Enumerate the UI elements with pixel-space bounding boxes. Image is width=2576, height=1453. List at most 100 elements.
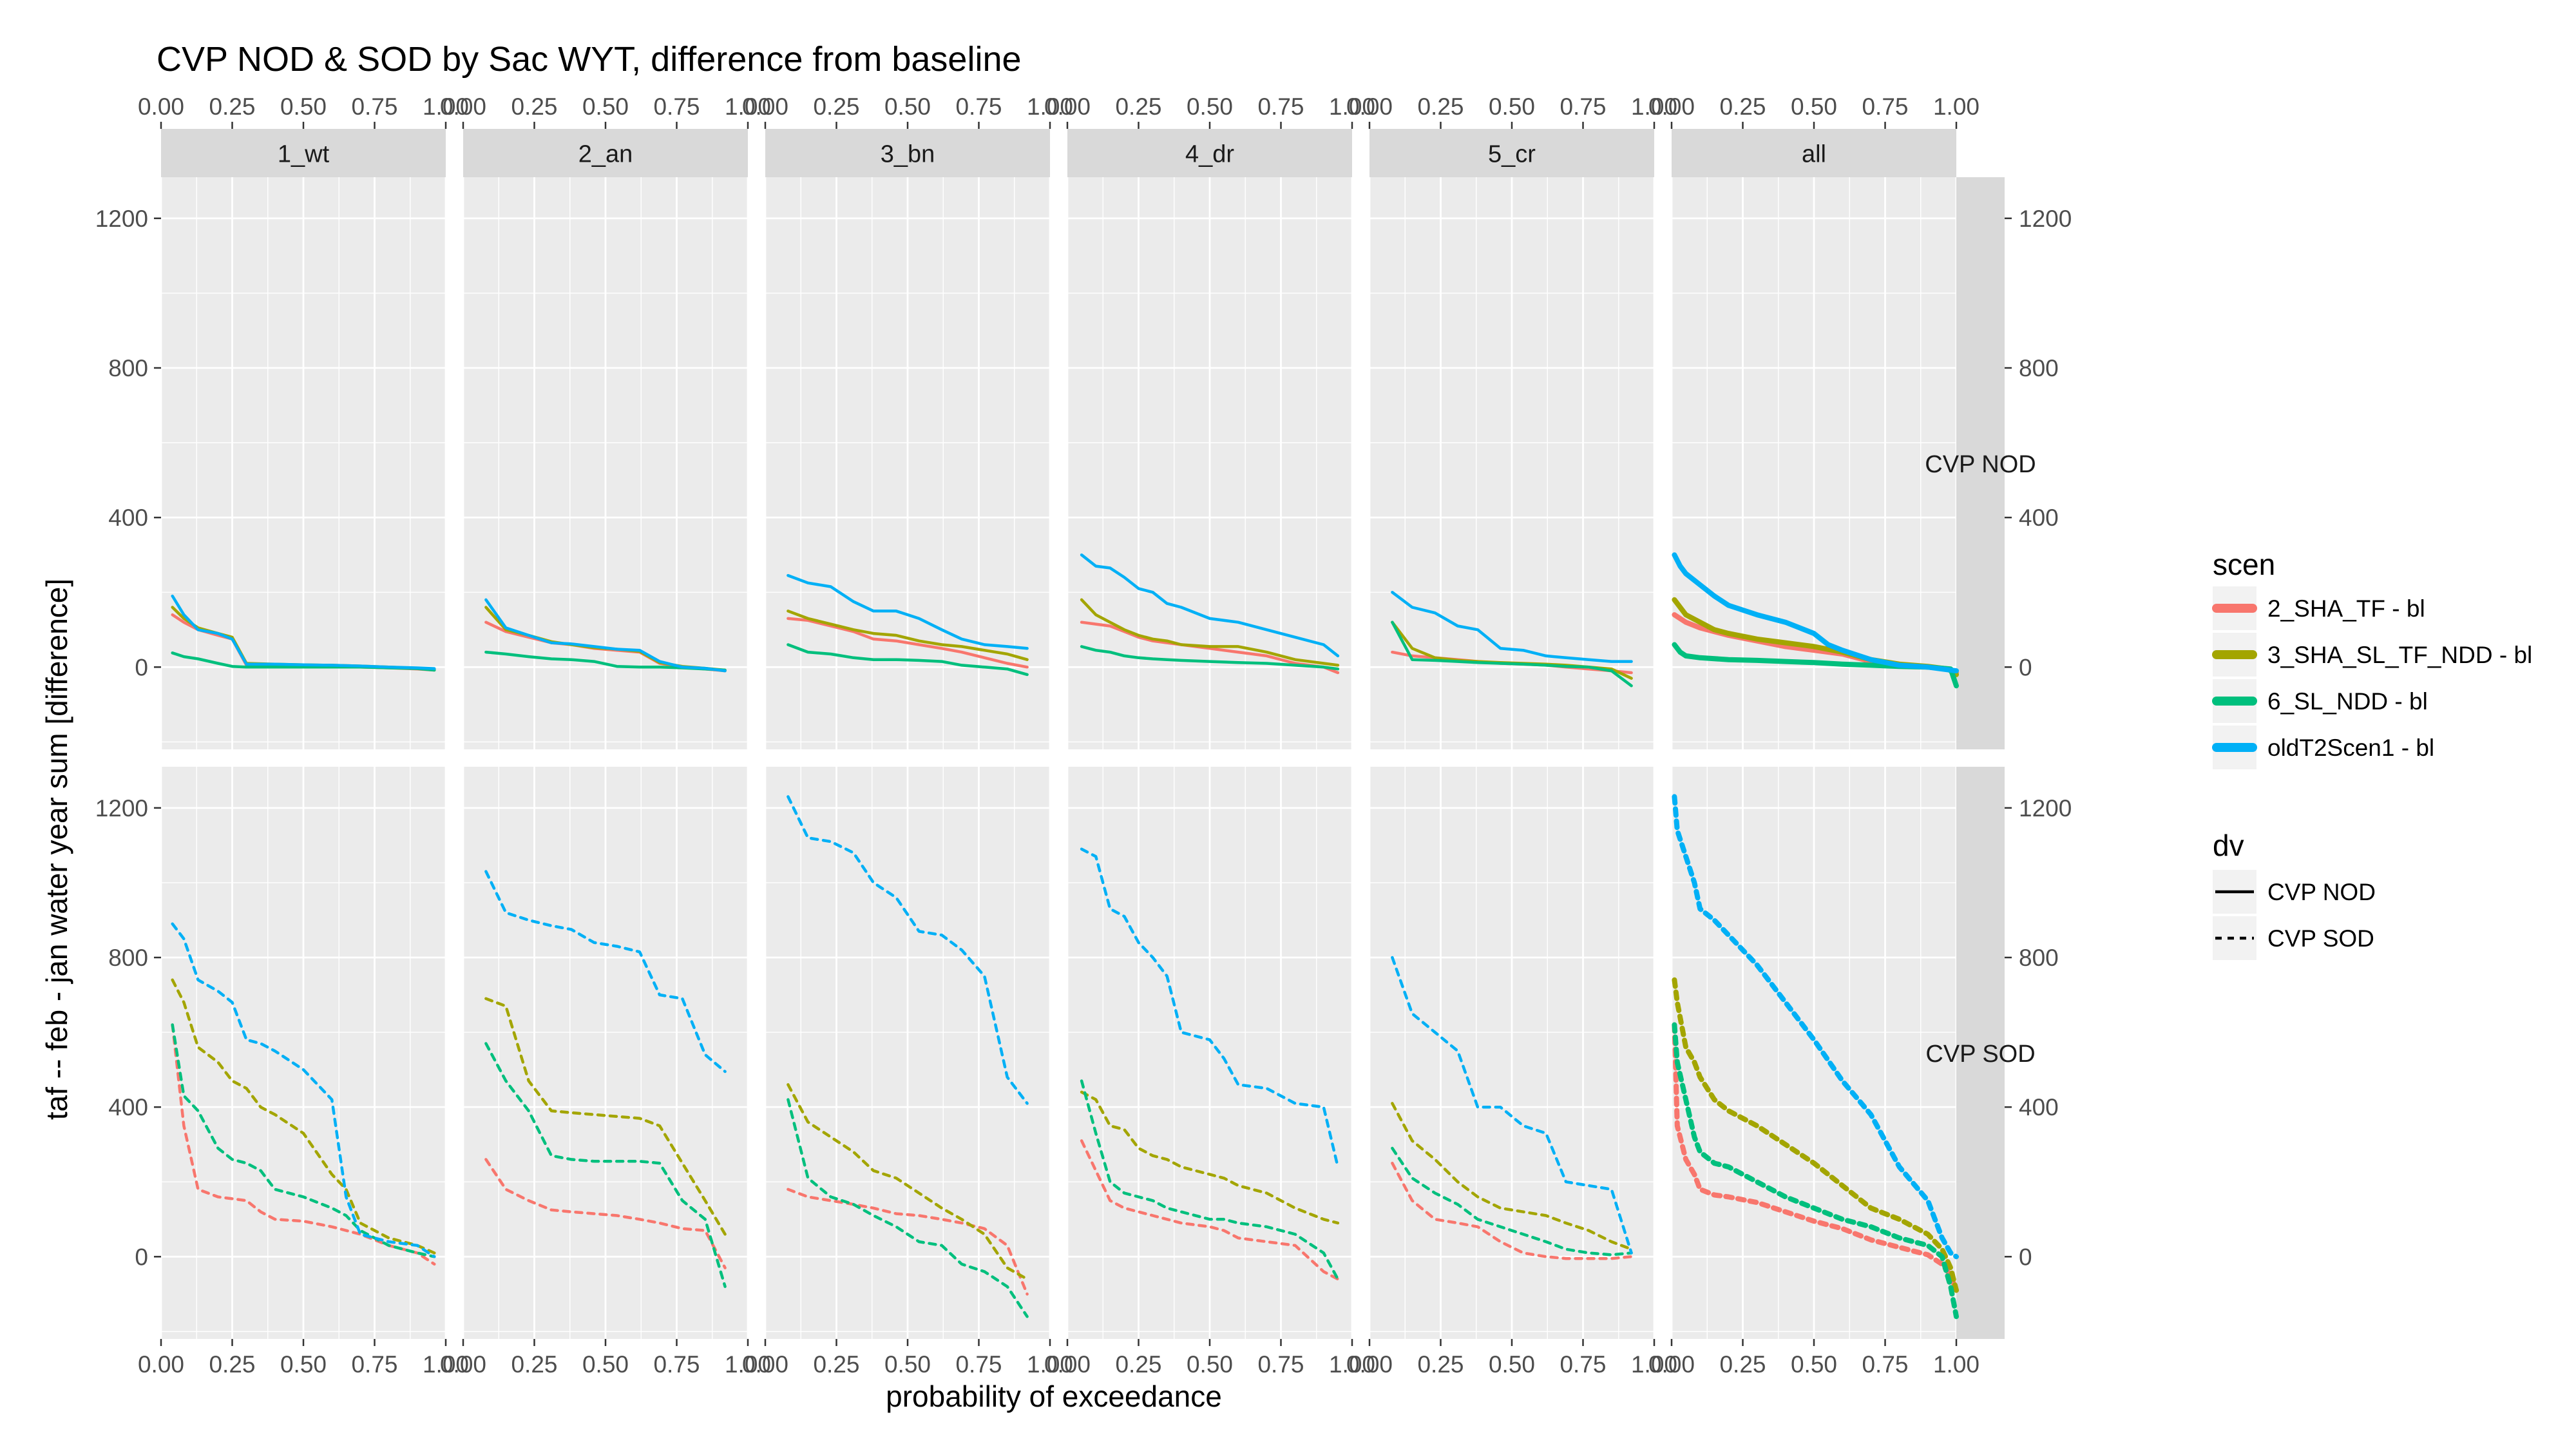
- y-tick-label-left: 400: [108, 1094, 148, 1121]
- series-line-oldt2scen1-bl-5-cr-cvp-nod: [1391, 590, 1633, 663]
- x-tick-label-bottom: 1.00: [1329, 1351, 1375, 1378]
- series-line-oldt2scen1-bl-3-bn-cvp-sod: [787, 795, 1029, 1105]
- strip-label-4-dr: 4_dr: [1185, 141, 1234, 168]
- x-tick-label-top: 0.25: [209, 93, 255, 120]
- x-tick-label-bottom: 0.00: [1648, 1351, 1695, 1378]
- x-tick-label-bottom: 0.00: [1044, 1351, 1091, 1378]
- x-tick-label-top: 0.00: [138, 93, 184, 120]
- panel-2-an-cvp-nod: [462, 177, 749, 749]
- series-line-2-sha-tf-bl-5-cr-cvp-sod: [1391, 1161, 1633, 1260]
- x-tick-label-bottom: 0.75: [1560, 1351, 1606, 1378]
- legend-label-oldt2scen1-bl: oldT2Scen1 - bl: [2267, 735, 2434, 761]
- strip-1-wt: [161, 129, 446, 177]
- series-line-2-sha-tf-bl-3-bn-cvp-nod: [787, 617, 1029, 669]
- chart-title: CVP NOD & SOD by Sac WYT, difference fro…: [157, 40, 1022, 79]
- strip-2-an: [463, 129, 748, 177]
- panel-all-cvp-nod: [1670, 177, 1958, 749]
- y-tick-label-right: 1200: [2019, 795, 2072, 822]
- y-tick-label-right: 400: [2019, 505, 2059, 531]
- x-tick-label-bottom: 0.75: [1257, 1351, 1304, 1378]
- x-tick-label-bottom: 1.00: [1631, 1351, 1677, 1378]
- y-tick-label-right: 800: [2019, 945, 2059, 971]
- x-tick-label-top: 0.50: [1187, 93, 1233, 120]
- x-tick-label-top: 1.00: [1933, 93, 1980, 120]
- x-tick-label-top: 0.00: [440, 93, 486, 120]
- legend-title-dv: dv: [2213, 829, 2244, 862]
- y-tick-label-right: 400: [2019, 1094, 2059, 1121]
- panel-5-cr-cvp-sod: [1368, 767, 1655, 1339]
- series-line-oldt2scen1-bl-all-cvp-sod: [1672, 794, 1959, 1260]
- x-axis-title: probability of exceedance: [886, 1380, 1222, 1413]
- x-tick-label-top: 1.00: [423, 93, 469, 120]
- legend-label-2-sha-tf-bl: 2_SHA_TF - bl: [2267, 595, 2425, 622]
- x-tick-label-top: 0.50: [1489, 93, 1535, 120]
- y-axis-title: taf -- feb - jan water year sum [differe…: [40, 579, 73, 1120]
- strip-label-3-bn: 3_bn: [881, 141, 935, 168]
- x-tick-label-bottom: 0.50: [1187, 1351, 1233, 1378]
- strip-label-cvp-sod: CVP SOD: [1925, 1041, 2035, 1068]
- panel-1-wt-cvp-nod: [160, 177, 447, 749]
- strip-5-cr: [1369, 129, 1654, 177]
- x-tick-label-bottom: 1.00: [1933, 1351, 1980, 1378]
- panel-all-cvp-sod: [1670, 767, 1958, 1339]
- x-tick-label-top: 0.75: [1560, 93, 1606, 120]
- x-tick-label-top: 0.50: [1791, 93, 1837, 120]
- series-line-3-sha-sl-tf-ndd-bl-all-cvp-sod: [1672, 977, 1959, 1293]
- y-tick-label-left: 400: [108, 505, 148, 531]
- x-tick-label-bottom: 1.00: [1027, 1351, 1073, 1378]
- x-tick-label-top: 0.50: [280, 93, 327, 120]
- x-tick-label-bottom: 0.50: [1791, 1351, 1837, 1378]
- series-line-6-sl-ndd-bl-5-cr-cvp-nod: [1391, 621, 1633, 688]
- series-line-3-sha-sl-tf-ndd-bl-4-dr-cvp-nod: [1080, 598, 1340, 667]
- strip-all: [1672, 129, 1956, 177]
- series-line-3-sha-sl-tf-ndd-bl-1-wt-cvp-sod: [171, 978, 436, 1255]
- x-tick-label-bottom: 0.25: [511, 1351, 557, 1378]
- series-line-oldt2scen1-bl-4-dr-cvp-sod: [1080, 847, 1340, 1169]
- strip-cvp-nod: [1956, 177, 2005, 749]
- x-tick-label-top: 0.25: [511, 93, 557, 120]
- x-tick-label-top: 0.00: [1648, 93, 1695, 120]
- x-tick-label-bottom: 0.75: [955, 1351, 1002, 1378]
- x-tick-label-top: 0.25: [1115, 93, 1161, 120]
- series-line-3-sha-sl-tf-ndd-bl-5-cr-cvp-sod: [1391, 1102, 1633, 1251]
- series-line-oldt2scen1-bl-all-cvp-nod: [1672, 552, 1959, 674]
- strip-4-dr: [1067, 129, 1352, 177]
- x-tick-label-bottom: 0.75: [1862, 1351, 1908, 1378]
- y-tick-label-left: 800: [108, 355, 148, 381]
- x-tick-label-top: 0.00: [1346, 93, 1393, 120]
- series-line-6-sl-ndd-bl-2-an-cvp-sod: [484, 1042, 727, 1288]
- x-tick-label-top: 0.50: [884, 93, 931, 120]
- x-tick-label-top: 0.75: [955, 93, 1002, 120]
- y-tick-label-left: 0: [135, 654, 148, 680]
- legend: scen 2_SHA_TF - bl 3_SHA_SL_TF_NDD - bl 6_S…: [2212, 548, 2532, 960]
- series-line-6-sl-ndd-bl-4-dr-cvp-nod: [1080, 645, 1340, 671]
- x-tick-label-bottom: 0.25: [1417, 1351, 1464, 1378]
- y-tick-label-right: 0: [2019, 654, 2032, 680]
- x-tick-label-bottom: 0.75: [653, 1351, 700, 1378]
- y-tick-label-right: 1200: [2019, 206, 2072, 232]
- x-tick-label-bottom: 0.25: [1719, 1351, 1766, 1378]
- y-tick-label-right: 0: [2019, 1244, 2032, 1270]
- x-tick-label-bottom: 0.00: [138, 1351, 184, 1378]
- y-tick-label-right: 800: [2019, 355, 2059, 381]
- panels-layer: 1_wt 2_an 3_bn 4_dr 5_cr all CVP NOD CVP SOD 0.0…: [95, 93, 2072, 1378]
- x-tick-label-top: 0.00: [1044, 93, 1091, 120]
- strip-label-1-wt: 1_wt: [278, 141, 330, 168]
- series-line-3-sha-sl-tf-ndd-bl-4-dr-cvp-sod: [1080, 1090, 1340, 1225]
- x-tick-label-bottom: 0.25: [209, 1351, 255, 1378]
- x-tick-label-bottom: 0.25: [1115, 1351, 1161, 1378]
- legend-label-3-sha-sl-tf-ndd-bl: 3_SHA_SL_TF_NDD - bl: [2267, 642, 2532, 668]
- series-line-2-sha-tf-bl-1-wt-cvp-sod: [171, 1023, 436, 1266]
- y-tick-label-left: 1200: [95, 795, 148, 822]
- x-tick-label-bottom: 1.00: [725, 1351, 771, 1378]
- series-line-oldt2scen1-bl-2-an-cvp-nod: [484, 598, 727, 673]
- series-line-2-sha-tf-bl-2-an-cvp-sod: [484, 1158, 727, 1269]
- legend-label-cvp-nod: CVP NOD: [2267, 879, 2376, 905]
- panel-1-wt-cvp-sod: [160, 767, 447, 1339]
- x-tick-label-top: 1.00: [1329, 93, 1375, 120]
- x-tick-label-top: 0.75: [1862, 93, 1908, 120]
- series-line-oldt2scen1-bl-1-wt-cvp-nod: [171, 594, 436, 670]
- series-line-2-sha-tf-bl-4-dr-cvp-sod: [1080, 1139, 1340, 1281]
